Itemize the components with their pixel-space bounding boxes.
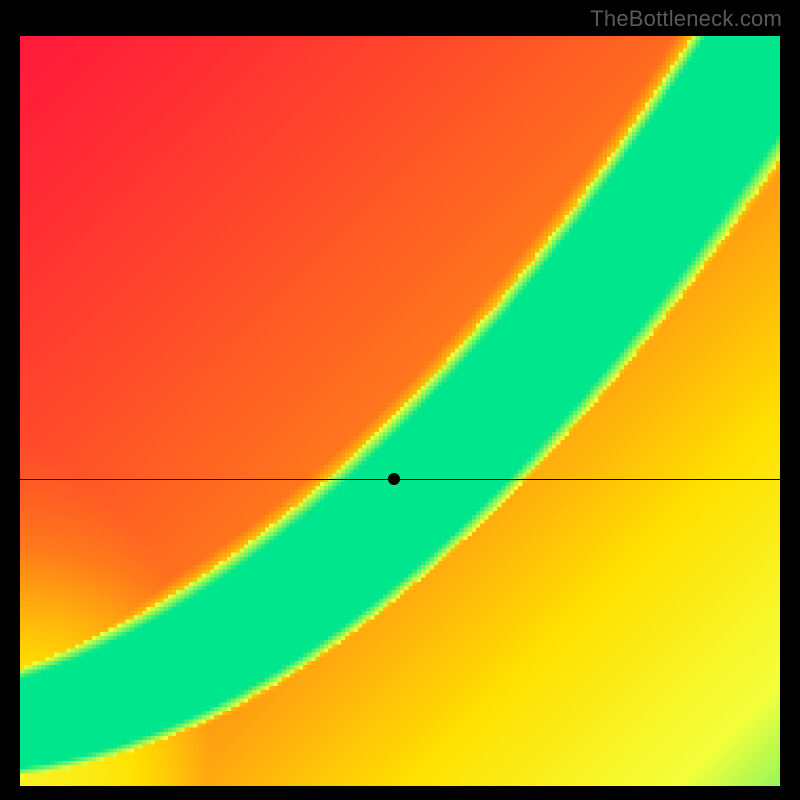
heatmap-canvas: [20, 36, 780, 786]
page-root: TheBottleneck.com: [0, 0, 800, 800]
crosshair-vertical-line: [394, 786, 395, 800]
crosshair-horizontal-line: [20, 479, 780, 480]
heatmap-plot: [20, 36, 780, 786]
crosshair-marker-dot: [388, 473, 400, 485]
watermark-text: TheBottleneck.com: [590, 6, 782, 32]
